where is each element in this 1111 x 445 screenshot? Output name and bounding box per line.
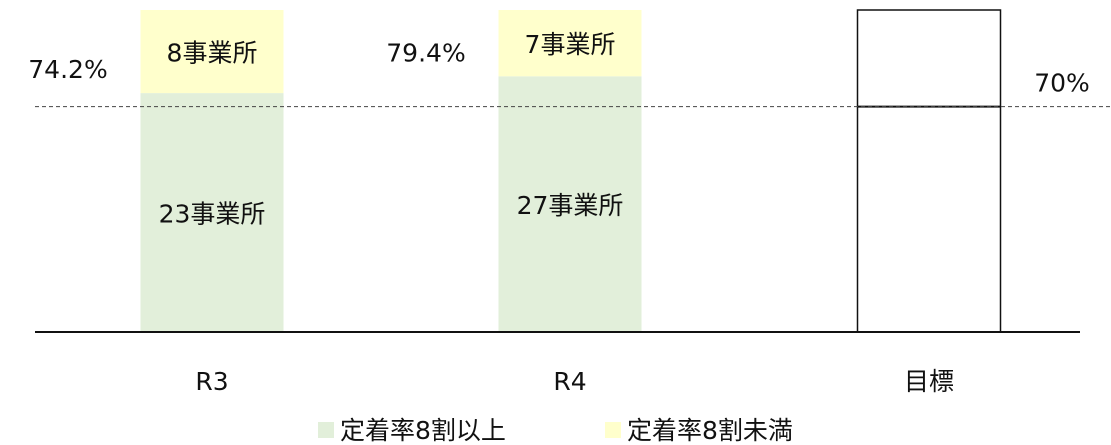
x-tick-label: R3 (195, 367, 228, 396)
bar-segment (140, 10, 284, 94)
bar-label: 7事業所 (525, 30, 616, 59)
legend-swatch (318, 422, 334, 438)
rate-label: 74.2% (28, 55, 107, 84)
bar-label: 27事業所 (517, 191, 624, 220)
legend-label: 定着率8割未満 (627, 416, 793, 445)
target-label: 70% (1034, 69, 1090, 98)
legend-label: 定着率8割以上 (340, 416, 506, 445)
bar-label: 8事業所 (167, 39, 258, 68)
x-tick-label: R4 (553, 367, 586, 396)
target-bar (856, 9, 1002, 333)
legend-swatch (605, 422, 621, 438)
x-tick-label: 目標 (904, 367, 954, 396)
bar-label: 23事業所 (159, 200, 266, 229)
bar-segment (140, 93, 284, 332)
bar-segment (498, 76, 642, 332)
bar-segment (498, 10, 642, 77)
rate-label: 79.4% (386, 38, 465, 67)
